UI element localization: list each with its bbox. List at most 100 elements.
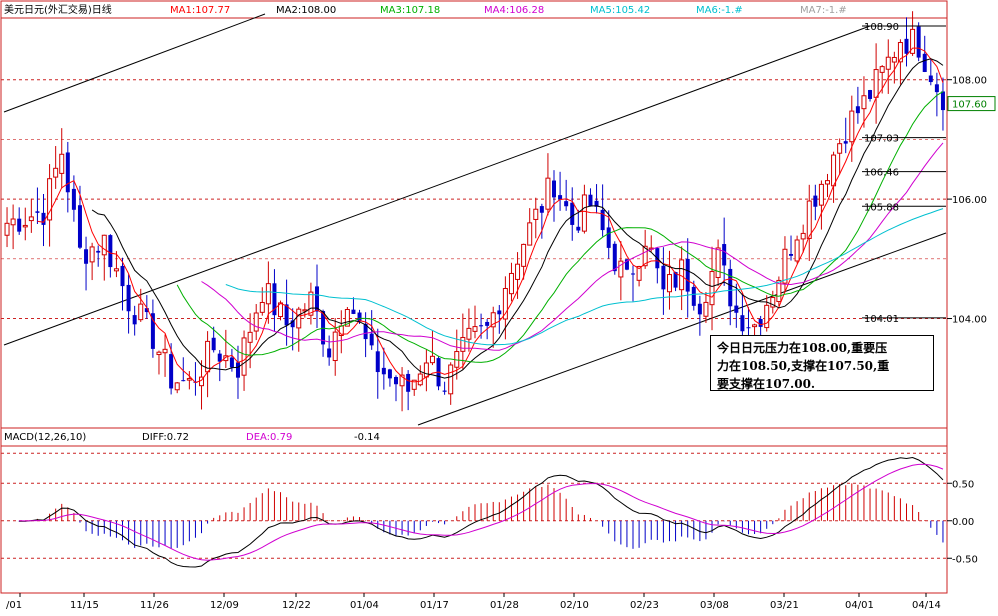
candle-down (284, 304, 289, 326)
candle-down (934, 84, 939, 93)
date-tick-label: 01/17 (420, 600, 449, 611)
ma-line-ma4 (201, 142, 944, 351)
date-tick-label: 03/21 (770, 600, 799, 611)
candle-down (65, 152, 70, 193)
candle-up (508, 272, 514, 295)
candle-down (272, 283, 277, 316)
ma-legend-ma3: MA3:107.18 (380, 5, 440, 16)
candle-up (22, 224, 28, 228)
note-line-1: 今日日元压力在108.00,重要压 (717, 341, 888, 355)
price-level-label: 105.88 (864, 202, 899, 213)
candle-up (10, 218, 16, 226)
candle-up (776, 279, 782, 303)
candle-down (406, 373, 411, 392)
price-level-label: 106.46 (864, 168, 899, 179)
date-tick-label: 03/08 (700, 600, 729, 611)
date-tick-label: 02/23 (630, 600, 659, 611)
candle-down (369, 333, 374, 346)
macd-tick-label: 0.50 (952, 479, 974, 490)
candle-up (502, 287, 508, 320)
candle-down (290, 320, 295, 328)
ma-legend-ma1: MA1:107.77 (170, 5, 230, 16)
ma-line-ma3 (176, 91, 944, 363)
candle-up (521, 243, 527, 267)
chart-title: 美元日元(外汇交易)日线 (4, 3, 112, 16)
candle-down (758, 319, 763, 327)
candle-down (375, 351, 380, 373)
date-tick-label: 01/04 (350, 600, 379, 611)
candle-down (691, 286, 696, 306)
candle-up (247, 331, 253, 343)
candle-up (824, 180, 830, 185)
candle-up (861, 95, 867, 110)
candle-up (800, 232, 806, 240)
candle-up (466, 327, 472, 340)
candle-down (916, 26, 921, 58)
candle-down (485, 321, 490, 326)
macd-tick-label: 0.00 (952, 517, 974, 528)
ma-legend-ma7: MA7:-1.# (800, 5, 847, 16)
candle-down (235, 362, 240, 378)
candle-up (448, 364, 454, 395)
candle-up (533, 208, 539, 220)
candle-up (545, 177, 551, 210)
candle-up (47, 178, 53, 221)
candle-up (53, 167, 59, 178)
candle-down (624, 259, 629, 270)
candle-down (35, 211, 40, 213)
candle-up (265, 283, 271, 305)
note-line-2: 力在108.50,支撑在107.50,重 (717, 359, 890, 373)
candle-down (211, 337, 216, 351)
channel-line-upper-left (3, 13, 266, 113)
candle-up (642, 245, 648, 267)
current-price-box (947, 96, 996, 112)
candle-up (308, 291, 314, 316)
date-tick-label: 01/28 (490, 600, 519, 611)
candle-down (673, 272, 678, 288)
ma-line-ma2 (91, 58, 944, 379)
candle-up (879, 66, 885, 73)
candle-up (849, 110, 855, 143)
current-price-label: 107.60 (952, 100, 987, 111)
candle-down (351, 309, 356, 314)
candle-down (381, 367, 386, 375)
price-level-label: 108.90 (864, 22, 899, 33)
candle-up (806, 200, 812, 239)
candle-up (59, 153, 65, 174)
candle-down (661, 265, 666, 290)
candle-up (873, 69, 879, 98)
candle-up (460, 336, 466, 352)
ma-legend-ma5: MA5:105.42 (590, 5, 650, 16)
ma-legend-ma6: MA6:-1.# (696, 5, 743, 16)
candle-down (126, 284, 131, 312)
candle-up (411, 379, 417, 390)
candle-up (259, 301, 265, 313)
candle-down (150, 313, 155, 349)
price-tick-label: 106.00 (952, 195, 987, 206)
candle-down (606, 227, 611, 248)
date-tick-label: 12/09 (210, 600, 239, 611)
candle-down (576, 226, 581, 231)
candle-down (169, 354, 174, 389)
candle-up (666, 274, 672, 293)
candle-down (442, 390, 447, 392)
candle-up (837, 143, 843, 154)
candle-down (84, 249, 89, 264)
candle-up (527, 222, 533, 246)
candle-down (564, 201, 569, 207)
candle-down (722, 244, 727, 266)
macd-diff-label: DIFF:0.72 (142, 432, 189, 443)
candle-up (332, 331, 338, 362)
candle-up (89, 246, 95, 263)
candle-up (679, 259, 685, 291)
date-tick-label: 12/22 (282, 600, 311, 611)
candle-up (4, 222, 10, 236)
candle-up (344, 309, 350, 327)
candle-up (910, 28, 916, 54)
date-tick-label: 04/01 (845, 600, 874, 611)
date-tick-label: 11/26 (140, 600, 169, 611)
date-tick-label: 11/15 (70, 600, 99, 611)
candle-up (472, 326, 478, 332)
